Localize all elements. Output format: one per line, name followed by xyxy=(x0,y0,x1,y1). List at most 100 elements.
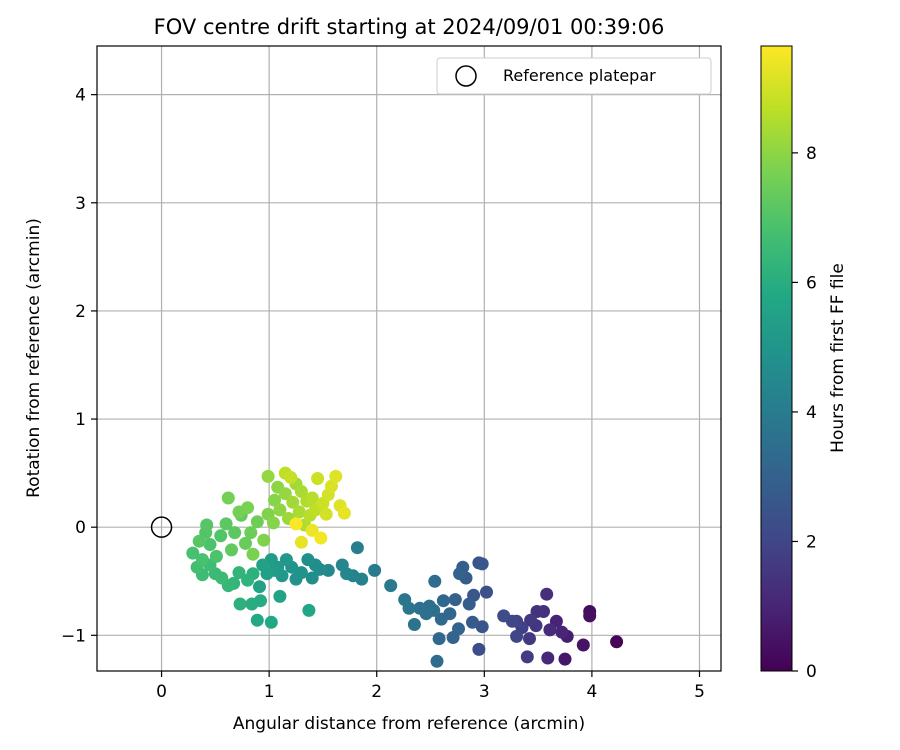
data-point xyxy=(497,609,511,623)
data-point xyxy=(462,597,476,611)
data-point xyxy=(289,517,303,531)
y-tick-label: 0 xyxy=(75,518,86,538)
data-point xyxy=(305,523,319,537)
x-axis-ticks: 0 1 2 3 4 5 xyxy=(156,671,705,702)
data-point xyxy=(368,563,382,577)
data-point xyxy=(289,572,303,586)
data-points xyxy=(186,466,624,668)
data-point xyxy=(250,515,264,529)
data-point xyxy=(232,566,246,580)
y-axis-label: Rotation from reference (arcmin) xyxy=(24,218,44,498)
colorbar-label: Hours from first FF file xyxy=(828,263,848,453)
data-point xyxy=(294,485,308,498)
data-point xyxy=(273,589,287,603)
data-point xyxy=(524,613,538,627)
x-axis-label: Angular distance from reference (arcmin) xyxy=(233,714,585,734)
data-point xyxy=(523,632,536,646)
data-point xyxy=(200,518,214,532)
data-point xyxy=(520,650,534,664)
data-point xyxy=(319,507,333,521)
x-tick-label: 3 xyxy=(479,682,490,702)
data-point xyxy=(311,472,325,485)
x-tick-label: 0 xyxy=(156,682,167,702)
data-point xyxy=(413,601,427,615)
data-point xyxy=(268,493,281,507)
data-point xyxy=(221,491,235,505)
data-point xyxy=(541,651,555,665)
x-tick-label: 2 xyxy=(371,682,382,702)
data-point xyxy=(430,654,444,668)
grid xyxy=(97,46,721,671)
colorbar-gradient xyxy=(760,45,793,672)
data-point xyxy=(278,487,292,501)
data-point xyxy=(253,580,266,594)
data-point xyxy=(446,631,460,644)
data-point xyxy=(610,635,624,649)
colorbar-tick-label: 8 xyxy=(806,144,817,164)
x-tick-label: 5 xyxy=(694,682,705,702)
legend-reference-marker xyxy=(455,65,477,87)
colorbar-ticks: 0 2 4 6 8 xyxy=(792,144,817,682)
data-point xyxy=(543,623,557,637)
y-tick-label: 4 xyxy=(75,86,86,106)
x-tick-label: 4 xyxy=(586,682,597,702)
data-point xyxy=(329,469,343,483)
data-point xyxy=(294,535,308,549)
data-point xyxy=(576,638,590,652)
data-point xyxy=(384,579,398,593)
data-point xyxy=(314,531,328,545)
data-point xyxy=(239,536,252,550)
y-tick-label: 1 xyxy=(75,410,86,430)
legend: Reference platepar xyxy=(436,57,712,95)
legend-box xyxy=(436,57,712,95)
data-point xyxy=(241,501,255,515)
data-point xyxy=(453,567,467,581)
data-point xyxy=(286,495,300,509)
data-point xyxy=(244,526,258,540)
plot-frame xyxy=(96,45,722,672)
data-point xyxy=(480,585,493,599)
data-point xyxy=(305,571,319,585)
colorbar: 0 2 4 6 8 Hours from first FF file xyxy=(760,45,848,682)
x-tick-label: 1 xyxy=(264,682,275,702)
y-tick-label: 2 xyxy=(75,302,86,322)
data-point xyxy=(209,549,223,563)
y-tick-label: 3 xyxy=(75,194,86,214)
data-point xyxy=(305,491,319,505)
data-point xyxy=(246,547,260,561)
data-point xyxy=(273,503,287,517)
data-point xyxy=(510,629,524,643)
data-point xyxy=(219,517,233,531)
data-point xyxy=(284,470,298,484)
data-point xyxy=(261,469,275,483)
data-point xyxy=(301,553,315,567)
reference-platepar-marker xyxy=(150,516,173,538)
colorbar-tick-label: 2 xyxy=(806,532,817,552)
y-tick-label: −1 xyxy=(61,626,86,646)
data-point xyxy=(472,642,486,656)
data-point xyxy=(407,618,421,631)
legend-entry-reference: Reference platepar xyxy=(503,66,656,85)
data-point xyxy=(266,516,280,530)
data-point xyxy=(402,601,416,615)
data-point xyxy=(335,558,349,572)
data-point xyxy=(436,594,450,608)
data-point xyxy=(448,593,462,607)
data-point xyxy=(228,526,242,540)
colorbar-tick-label: 0 xyxy=(806,662,817,682)
data-point xyxy=(583,609,597,623)
data-point xyxy=(233,597,247,611)
data-point xyxy=(264,615,278,629)
data-point xyxy=(555,625,569,639)
data-point xyxy=(325,479,338,493)
chart-title: FOV centre drift starting at 2024/09/01 … xyxy=(154,15,665,39)
data-point xyxy=(214,529,228,543)
data-point xyxy=(279,553,293,567)
data-point xyxy=(432,632,446,646)
data-point xyxy=(186,546,200,560)
data-point xyxy=(475,557,489,571)
data-point xyxy=(350,541,364,555)
colorbar-tick-label: 4 xyxy=(806,403,817,423)
data-point xyxy=(250,613,264,627)
